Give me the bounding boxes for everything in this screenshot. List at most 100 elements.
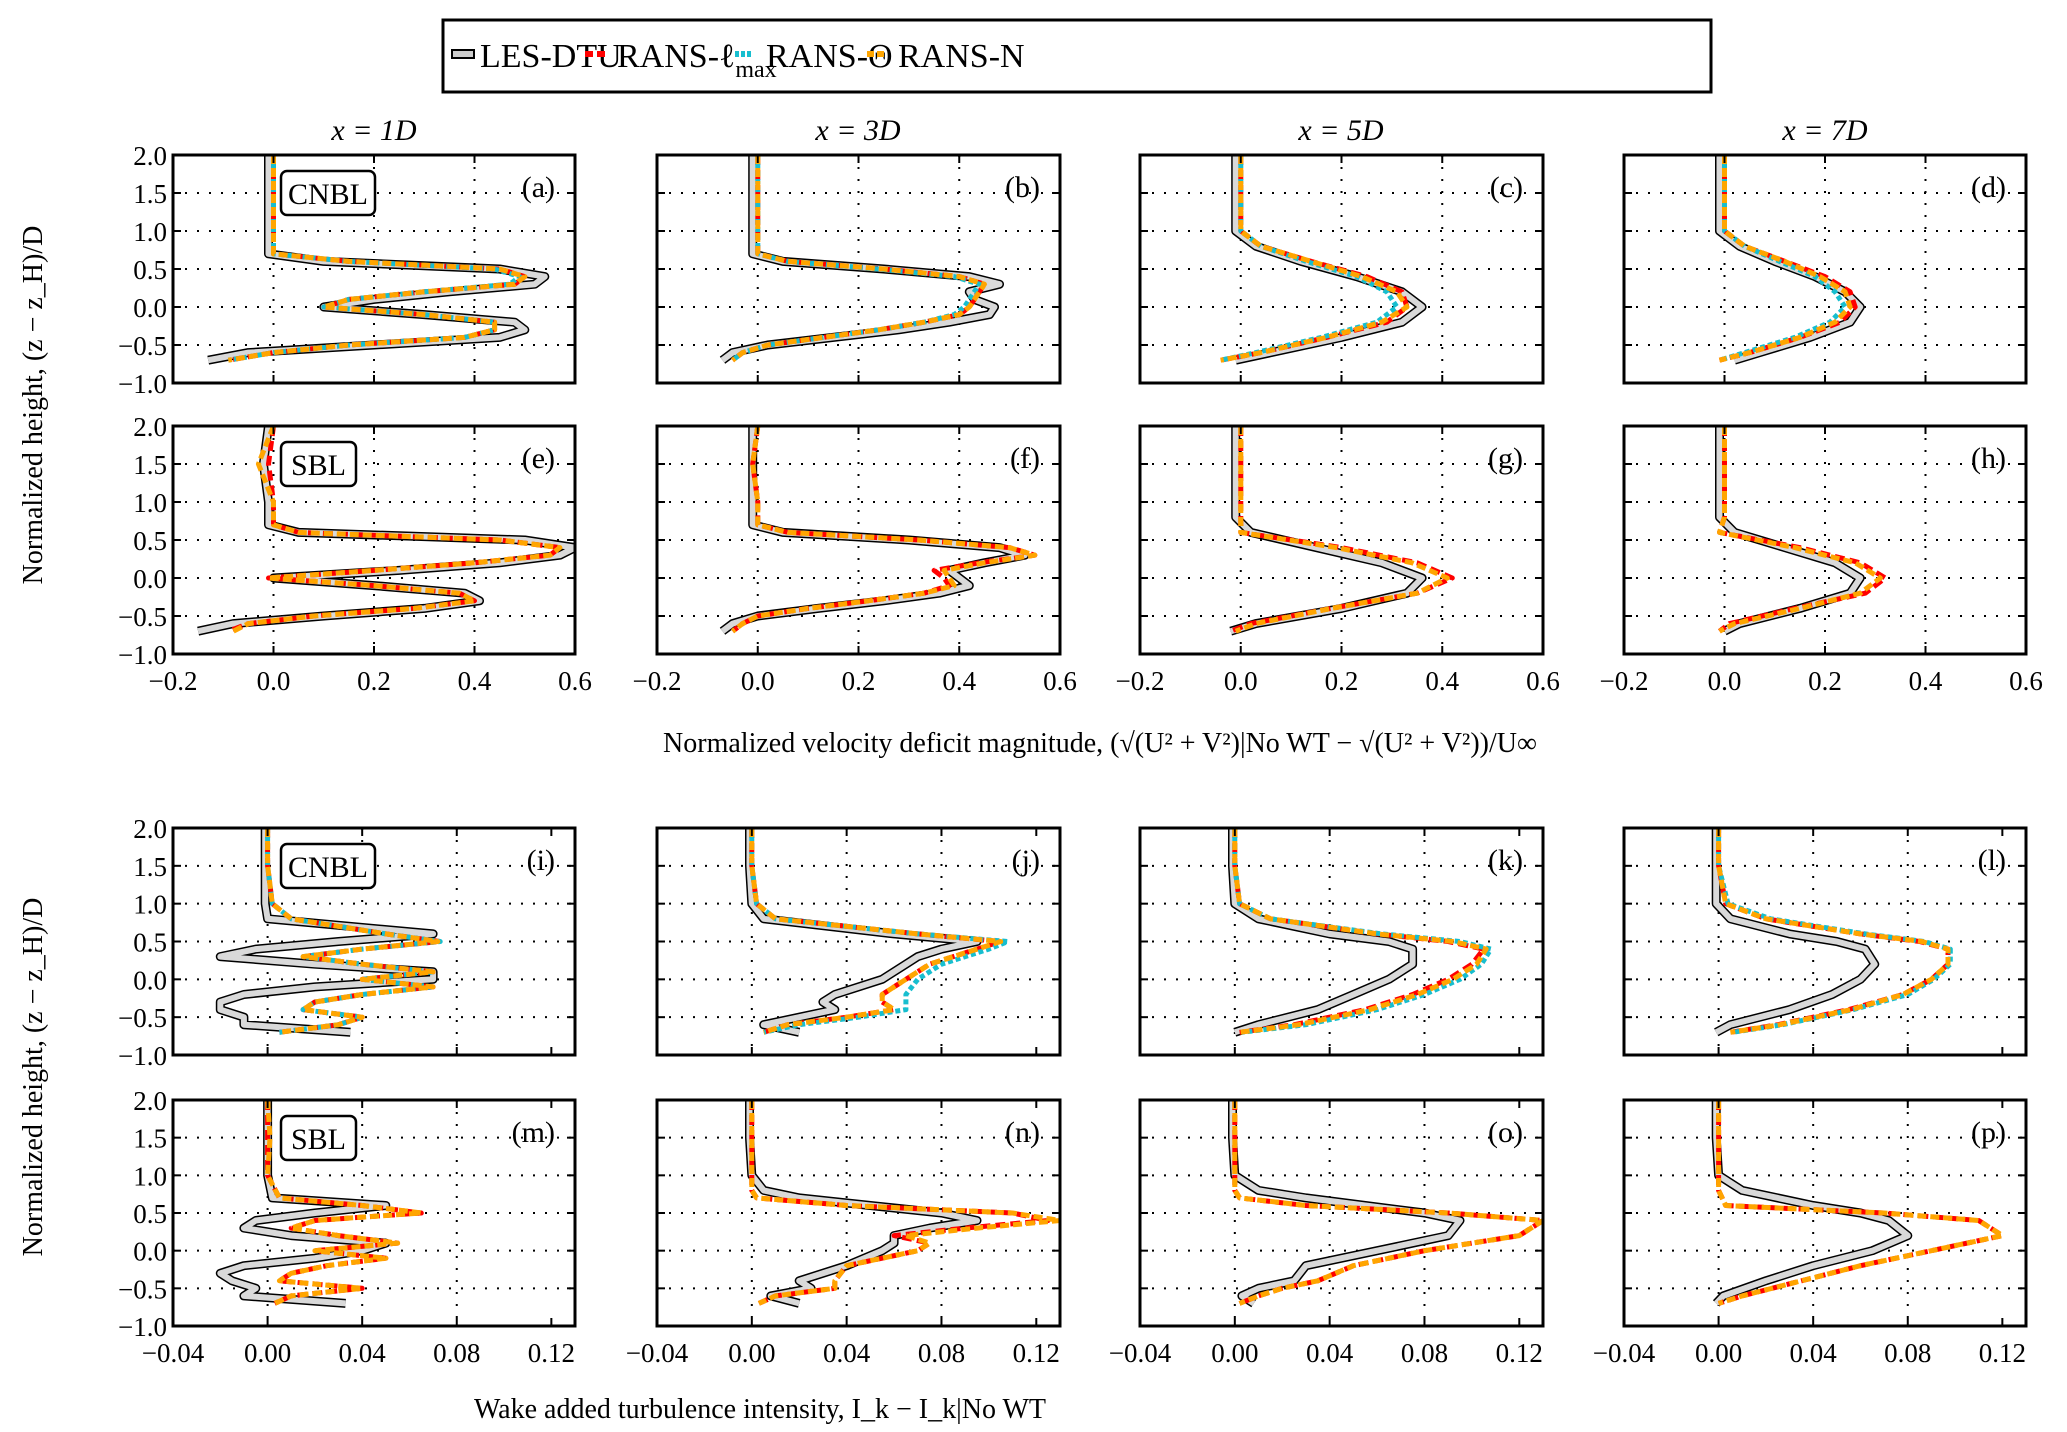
panel-g: −0.2 0.0 0.2 0.4 0.6 (g) — [1116, 424, 1560, 696]
series-les-outline — [1229, 426, 1427, 636]
panel-i: 2.0 1.5 1.0 0.5 0.0 −0.5 −1.0 (i) CNBL — [118, 814, 577, 1071]
series-rans-n — [265, 828, 441, 1035]
x-tick-label: −0.2 — [633, 666, 682, 696]
x-tick-label: 0.4 — [1425, 666, 1459, 696]
series-les-band — [746, 1100, 980, 1307]
panel-label: (p) — [1971, 1116, 2006, 1149]
legend-swatch-les — [451, 49, 475, 59]
panel-l: (l) — [1622, 826, 2028, 1057]
xlabel-top: Normalized velocity deficit magnitude, (… — [663, 728, 1537, 759]
series-les-band — [1229, 828, 1416, 1036]
x-tick-label: 0.0 — [257, 666, 291, 696]
y-tick-label: 1.0 — [133, 488, 167, 518]
panel-label: (g) — [1488, 442, 1523, 475]
series-rans-lmax — [749, 1100, 1051, 1306]
panel-m: 2.0 1.5 1.0 0.5 0.0 −0.5 −1.0−0.04 0.00 0.04 0.08… — [118, 1086, 577, 1368]
series-rans-n — [731, 155, 987, 363]
series-rans-n — [227, 155, 528, 363]
y-tick-label: 0.5 — [133, 1199, 167, 1229]
series-group — [1715, 155, 1865, 365]
panel-label: (j) — [1012, 844, 1040, 877]
x-tick-label: −0.2 — [149, 666, 198, 696]
panel-k: (k) — [1138, 826, 1545, 1057]
column-title-3: x = 5D — [1297, 114, 1384, 147]
series-group — [745, 1100, 1060, 1308]
series-rans-n — [1234, 426, 1450, 634]
x-tick-label: 0.4 — [942, 666, 976, 696]
series-les-band — [217, 828, 437, 1036]
x-tick-label: −0.04 — [1109, 1338, 1172, 1368]
series-rans-n — [749, 1100, 1060, 1306]
x-tick-label: 0.00 — [728, 1338, 775, 1368]
case-box-label: SBL — [291, 1123, 346, 1156]
x-tick-label: −0.2 — [1600, 666, 1649, 696]
case-box — [279, 842, 377, 890]
series-les-outline — [1231, 155, 1427, 365]
panel-label: (d) — [1971, 171, 2006, 204]
series-rans-lmax — [1229, 426, 1455, 634]
series-rans-n — [265, 1100, 424, 1306]
y-tick-label: 1.5 — [133, 852, 167, 882]
x-tick-label: −0.2 — [1116, 666, 1165, 696]
series-group — [215, 828, 443, 1037]
series-rans-n — [1717, 426, 1883, 634]
x-tick-label: 0.2 — [357, 666, 391, 696]
x-tick-label: 0.00 — [1695, 1338, 1742, 1368]
y-tick-label: 2.0 — [133, 1086, 167, 1116]
case-box-label: CNBL — [288, 178, 368, 211]
x-tick-label: 0.04 — [1790, 1338, 1838, 1368]
y-tick-label: −1.0 — [118, 1312, 167, 1342]
x-tick-label: 0.12 — [1013, 1338, 1060, 1368]
y-tick-label: −1.0 — [118, 640, 167, 670]
case-box — [279, 169, 377, 217]
y-tick-label: 2.0 — [133, 814, 167, 844]
y-tick-label: 0.0 — [133, 293, 167, 323]
series-rans-lmax — [227, 426, 563, 634]
series-rans-lmax — [749, 828, 1004, 1035]
x-tick-label: −0.04 — [626, 1338, 689, 1368]
series-les-band — [217, 1100, 389, 1307]
panel-label: (i) — [527, 844, 555, 877]
series-group — [745, 828, 1011, 1037]
x-tick-label: 0.04 — [823, 1338, 871, 1368]
panel-label: (b) — [1005, 171, 1040, 204]
y-tick-label: −0.5 — [118, 331, 167, 361]
panel-c: (c) — [1138, 153, 1545, 385]
panel-label: (o) — [1488, 1116, 1523, 1149]
panel-p: −0.04 0.00 0.04 0.08 0.12 (p) — [1593, 1098, 2028, 1368]
column-title-4: x = 7D — [1781, 114, 1868, 147]
x-tick-label: 0.4 — [458, 666, 492, 696]
series-rans-n — [1718, 155, 1853, 363]
x-tick-label: −0.04 — [142, 1338, 205, 1368]
y-tick-label: 1.5 — [133, 179, 167, 209]
series-rans-n — [1232, 828, 1489, 1035]
y-tick-label: −0.5 — [118, 1003, 167, 1033]
series-rans-n — [1716, 828, 1951, 1035]
y-tick-label: 1.0 — [133, 890, 167, 920]
panel-j: (j) — [655, 826, 1062, 1057]
y-tick-label: 1.5 — [133, 450, 167, 480]
x-tick-label: 0.12 — [528, 1338, 575, 1368]
case-box-label: SBL — [291, 449, 346, 482]
panel-f: −0.2 0.0 0.2 0.4 0.6 (f) — [633, 424, 1077, 696]
x-tick-label: 0.08 — [1401, 1338, 1448, 1368]
series-les-band — [207, 155, 548, 364]
y-tick-label: 0.5 — [133, 928, 167, 958]
panel-label: (f) — [1010, 442, 1040, 475]
series-group — [1711, 1100, 2005, 1307]
series-les-outline — [1711, 1100, 1913, 1307]
x-tick-label: 0.6 — [2009, 666, 2043, 696]
ylabel-top: Normalized height, (z − z_H)/D — [18, 226, 49, 585]
panel-label: (a) — [522, 171, 555, 204]
series-les-band — [1229, 1100, 1463, 1306]
case-box — [279, 1114, 358, 1162]
y-tick-label: −0.5 — [118, 602, 167, 632]
series-rans-n — [1220, 155, 1410, 363]
x-tick-label: 0.6 — [558, 666, 592, 696]
series-rans-n — [749, 828, 1004, 1035]
legend: LES-DTU RANS-ℓmax RANS-Θ RANS-N — [441, 18, 1713, 94]
y-tick-label: 2.0 — [133, 412, 167, 442]
case-box-label: CNBL — [288, 851, 368, 884]
series-group — [719, 155, 1004, 364]
legend-label-n: RANS-N — [898, 38, 1025, 75]
